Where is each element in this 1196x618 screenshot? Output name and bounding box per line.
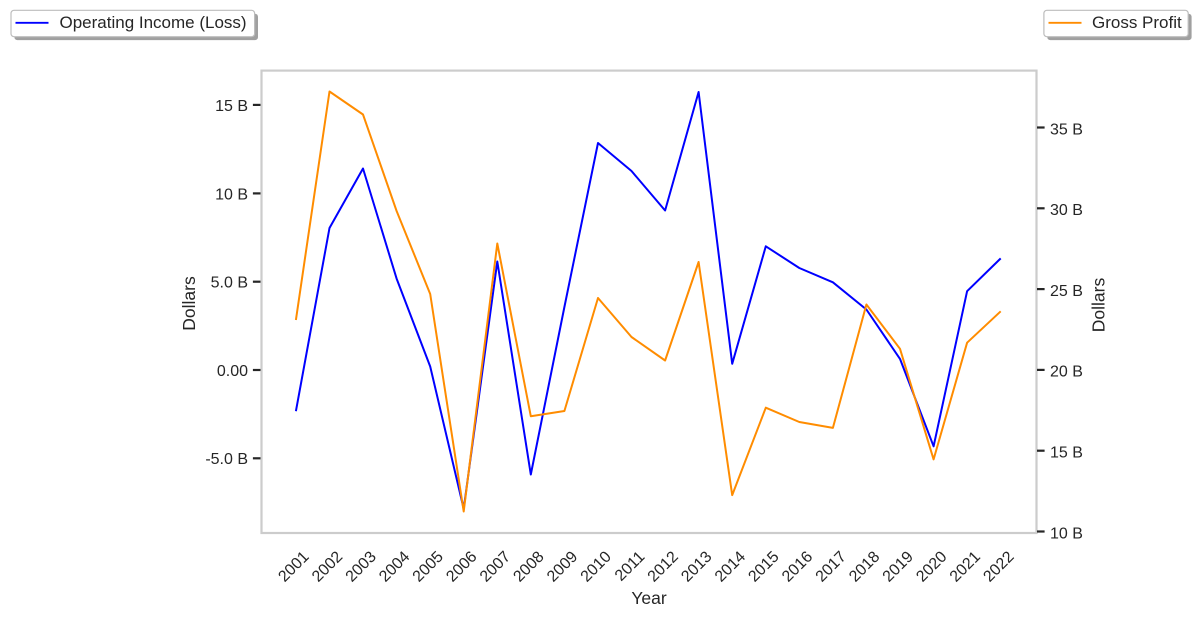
svg-text:Gross Profit: Gross Profit [1092,13,1182,32]
svg-text:15 B: 15 B [1050,445,1083,462]
svg-text:Operating Income (Loss): Operating Income (Loss) [60,13,247,32]
svg-text:Dollars: Dollars [179,276,199,331]
svg-text:10 B: 10 B [1050,525,1083,542]
svg-text:Year: Year [631,588,667,608]
svg-text:25 B: 25 B [1050,283,1083,300]
svg-text:Dollars: Dollars [1088,278,1108,333]
svg-text:30 B: 30 B [1050,202,1083,219]
svg-text:15 B: 15 B [215,98,248,115]
svg-text:10 B: 10 B [215,186,248,203]
svg-text:-5.0 B: -5.0 B [205,451,248,468]
svg-text:20 B: 20 B [1050,364,1083,381]
svg-text:0.00: 0.00 [217,363,248,380]
svg-text:5.0 B: 5.0 B [211,275,248,292]
svg-text:35 B: 35 B [1050,121,1083,138]
